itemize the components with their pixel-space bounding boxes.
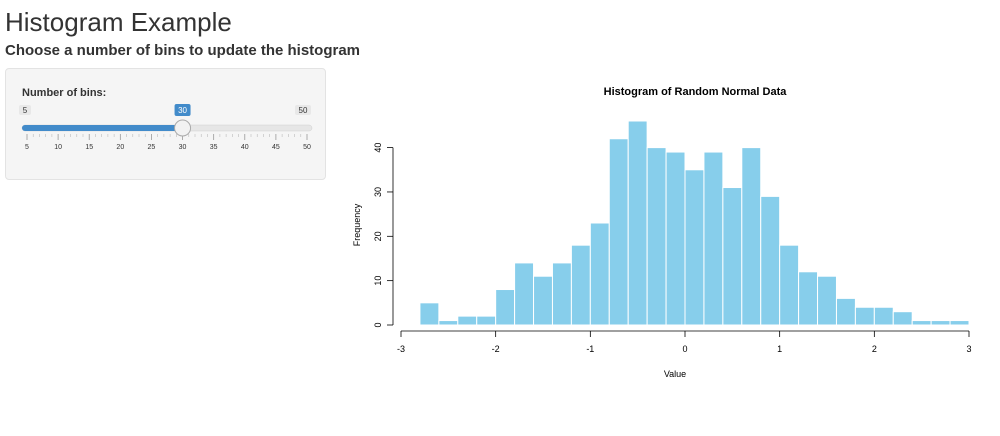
page-title: Histogram Example bbox=[5, 7, 232, 37]
histogram-bar bbox=[533, 275, 553, 326]
histogram-bar bbox=[949, 320, 970, 326]
histogram-bar bbox=[854, 306, 875, 326]
histogram-bar bbox=[476, 315, 497, 326]
y-axis: 0 10 20 30 40 bbox=[373, 143, 394, 328]
histogram-bar bbox=[684, 169, 705, 326]
histogram-bar bbox=[703, 151, 724, 326]
slider-value-label: 30 bbox=[174, 104, 191, 116]
histogram-bar bbox=[873, 306, 894, 326]
x-axis: -3 -2 -1 0 1 2 3 bbox=[397, 330, 972, 354]
histogram-bar bbox=[457, 315, 478, 326]
histogram-bar bbox=[665, 151, 686, 326]
histogram-bar bbox=[798, 271, 819, 326]
histogram-bar bbox=[835, 297, 856, 326]
slider-tick-label: 10 bbox=[54, 144, 62, 151]
histogram-bar bbox=[646, 147, 667, 326]
x-tick-label: 2 bbox=[872, 344, 877, 354]
y-axis-label: Frequency bbox=[352, 203, 362, 246]
histogram-bar bbox=[930, 320, 951, 326]
bins-slider-label: Number of bins: bbox=[22, 87, 107, 99]
slider-tick-label: 20 bbox=[116, 144, 124, 151]
slider-min-label: 5 bbox=[19, 105, 31, 115]
histogram-bar bbox=[722, 187, 743, 326]
x-axis-label: Value bbox=[664, 369, 686, 379]
slider-tick-label: 45 bbox=[272, 144, 280, 151]
chart-title: Histogram of Random Normal Data bbox=[604, 86, 788, 98]
x-tick-label: 0 bbox=[682, 344, 687, 354]
x-tick-label: -1 bbox=[586, 344, 594, 354]
histogram-bar bbox=[589, 222, 610, 326]
slider-tick-label: 25 bbox=[148, 144, 156, 151]
slider-max-label: 50 bbox=[295, 105, 311, 115]
histogram-bars bbox=[419, 120, 970, 326]
slider-tick-label: 40 bbox=[241, 144, 249, 151]
slider-ticks: 5 10 15 20 25 30 35 40 45 50 bbox=[25, 134, 311, 151]
histogram-bar bbox=[760, 195, 781, 326]
y-tick-label: 30 bbox=[373, 187, 383, 197]
histogram-bar bbox=[419, 302, 440, 326]
svg-text:50: 50 bbox=[299, 106, 308, 115]
x-tick-label: 3 bbox=[966, 344, 971, 354]
slider-tick-label: 30 bbox=[179, 144, 187, 151]
slider-tick-label: 35 bbox=[210, 144, 218, 151]
x-tick-label: -3 bbox=[397, 344, 405, 354]
histogram-bar bbox=[779, 244, 800, 326]
histogram-bar bbox=[495, 289, 516, 326]
histogram-bar bbox=[892, 311, 913, 326]
histogram-bar bbox=[817, 275, 837, 326]
y-tick-label: 40 bbox=[373, 143, 383, 153]
slider-tick-label: 5 bbox=[25, 144, 29, 151]
slider-bar bbox=[22, 125, 183, 131]
histogram-bar bbox=[608, 138, 629, 326]
slider-handle[interactable] bbox=[174, 119, 192, 137]
histogram-plot: Histogram of Random Normal Data -3 -2 -1 0 1 2… bbox=[352, 86, 972, 379]
svg-text:30: 30 bbox=[178, 106, 187, 115]
histogram-bar bbox=[627, 120, 648, 326]
y-tick-label: 20 bbox=[373, 231, 383, 241]
x-tick-label: -2 bbox=[492, 344, 500, 354]
slider-tick-label: 50 bbox=[303, 144, 311, 151]
page-subtitle: Choose a number of bins to update the hi… bbox=[5, 42, 361, 59]
bins-slider[interactable]: 5 50 5 10 15 20 25 30 35 40 45 50 30 bbox=[6, 69, 327, 181]
y-tick-label: 10 bbox=[373, 276, 383, 286]
histogram-bar bbox=[911, 320, 932, 326]
x-tick-label: 1 bbox=[777, 344, 782, 354]
histogram-bar bbox=[570, 244, 591, 326]
histogram-bar bbox=[741, 147, 762, 326]
sidebar-panel: Number of bins: 5 50 5 10 15 20 25 30 35 40 45 50 30 bbox=[5, 68, 326, 180]
svg-text:5: 5 bbox=[23, 106, 28, 115]
histogram-bar bbox=[438, 320, 459, 326]
histogram-bar bbox=[551, 262, 572, 326]
y-tick-label: 0 bbox=[373, 322, 383, 327]
histogram-bar bbox=[514, 262, 535, 326]
slider-tick-label: 15 bbox=[85, 144, 93, 151]
